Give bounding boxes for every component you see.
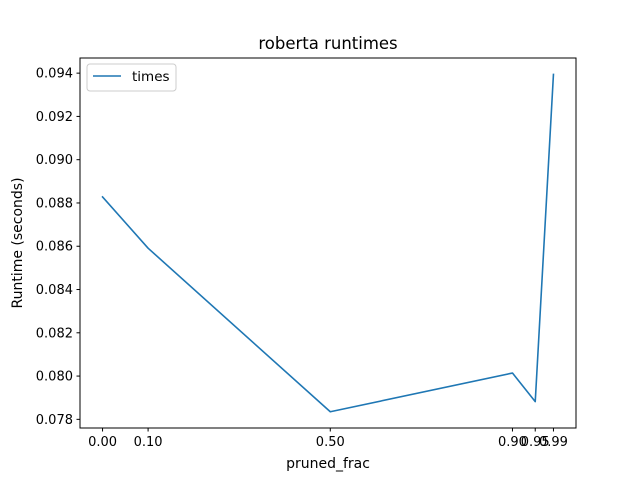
plot-frame — [79, 57, 577, 429]
y-tick-label: 0.084 — [36, 283, 73, 298]
y-tick-label: 0.094 — [36, 67, 73, 82]
x-axis: 0.00 0.10 0.50 0.900.950.99 — [88, 428, 568, 450]
x-tick-label: 0.99 — [539, 435, 568, 450]
x-axis-label: pruned_frac — [286, 456, 370, 472]
y-tick-label: 0.080 — [36, 370, 73, 385]
plot-area — [80, 58, 576, 428]
x-tick-label: 0.10 — [134, 435, 163, 450]
series-layer — [101, 73, 555, 413]
y-tick-label: 0.086 — [36, 240, 73, 255]
y-axis: 0.078 0.080 0.082 0.084 0.086 0.088 0.090 0.092… — [36, 67, 80, 428]
x-tick-label: 0.95 — [521, 435, 550, 450]
y-tick-label: 0.092 — [36, 110, 73, 125]
x-tick-label: 0.90 — [498, 435, 527, 450]
series-line-times — [101, 73, 555, 413]
x-tick-label: 0.50 — [316, 435, 345, 450]
y-axis-label: Runtime (seconds) — [10, 177, 26, 308]
y-tick-label: 0.088 — [36, 196, 73, 211]
chart-title: roberta runtimes — [258, 34, 397, 53]
y-tick-label: 0.082 — [36, 326, 73, 341]
x-tick-label: 0.00 — [88, 435, 117, 450]
y-tick-label: 0.078 — [36, 413, 73, 428]
legend-box — [86, 63, 177, 92]
legend: times — [86, 63, 177, 92]
y-tick-label: 0.090 — [36, 153, 73, 168]
legend-label-times: times — [132, 69, 170, 85]
